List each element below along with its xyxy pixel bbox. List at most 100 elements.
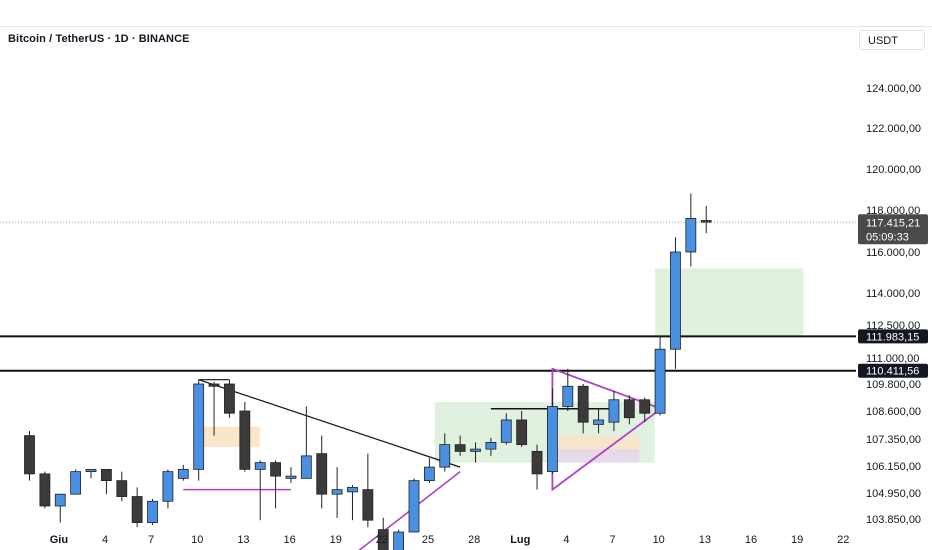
x-tick-label: 7 <box>148 534 154 546</box>
bear-candle <box>270 460 281 509</box>
candles-layer <box>24 193 712 550</box>
candle-body <box>639 399 651 414</box>
bull-candle <box>654 336 666 416</box>
bear-candle <box>531 444 543 490</box>
x-tick-label: 10 <box>191 534 203 546</box>
bull-candle <box>685 193 697 267</box>
y-axis: 103.850,00 104.950,00 106.150,00 107.350,00… <box>866 83 921 526</box>
candle-body <box>300 455 312 479</box>
y-tick-label: 112.500,00 <box>866 320 920 332</box>
candle-body <box>393 531 405 550</box>
x-axis: Giu 4 7 10 13 16 19 22 25 28 Lug 4 7 10 13 16 19 22 <box>50 534 850 546</box>
candle-body <box>454 444 466 452</box>
candle-body <box>254 462 266 470</box>
candle-body <box>347 486 358 493</box>
bull-candle <box>470 442 481 463</box>
bull-candle <box>347 485 358 521</box>
bear-candle <box>116 471 128 502</box>
bear-candle <box>239 402 251 472</box>
bull-candle <box>393 529 405 550</box>
bull-candle <box>408 478 420 533</box>
bull-candle <box>500 413 512 445</box>
candle-body <box>101 468 112 482</box>
bear-candle <box>516 411 528 447</box>
y-tick-label: 122.000,00 <box>866 123 921 135</box>
top-divider <box>0 26 932 27</box>
candle-body <box>39 473 51 507</box>
bull-candle <box>162 469 174 509</box>
bull-candle <box>70 469 82 495</box>
candle-body <box>423 466 435 482</box>
candle-body <box>362 489 374 521</box>
bull-candle <box>147 498 158 525</box>
bull-candle <box>485 437 497 456</box>
bear-candle <box>623 395 635 425</box>
level-price-tag <box>858 329 928 344</box>
bear-candle <box>208 381 220 436</box>
x-tick-label: 25 <box>422 534 434 546</box>
bull-candle <box>562 368 574 411</box>
bull-candle <box>547 388 558 474</box>
candle-body <box>531 450 543 475</box>
candle-body <box>224 383 235 414</box>
candle-body <box>700 220 712 223</box>
candle-body <box>208 383 220 387</box>
bear-candle <box>224 379 235 418</box>
y-tick-label: 107.350,00 <box>866 434 921 446</box>
x-tick-label: Lug <box>510 534 530 546</box>
x-tick-label: 22 <box>376 534 388 546</box>
bear-candle <box>639 397 651 423</box>
y-tick-label: 109.800,00 <box>866 379 921 391</box>
level-price-tag <box>858 363 928 378</box>
bear-candle <box>24 431 35 481</box>
candle-body <box>685 217 697 253</box>
bull-candle <box>593 408 604 434</box>
x-tick-label: 7 <box>609 534 615 546</box>
y-tick-label: 116.000,00 <box>866 247 920 259</box>
candle-body <box>608 399 620 423</box>
bull-candle <box>439 433 451 472</box>
bull-candle <box>85 468 97 479</box>
y-tick-label: 114.000,00 <box>866 288 920 300</box>
bull-candle <box>331 467 343 518</box>
bull-candle <box>254 460 266 521</box>
countdown-timer: 05:09:33 <box>866 231 909 243</box>
bear-candle <box>101 468 112 495</box>
chart-title: Bitcoin / TetherUS · 1D · BINANCE <box>8 33 190 45</box>
current-price-tag <box>858 214 928 245</box>
y-tick-label: 108.600,00 <box>866 406 921 418</box>
candle-body <box>316 453 328 495</box>
candle-body <box>577 385 589 423</box>
y-tick-label: 104.950,00 <box>866 488 921 500</box>
candle-body <box>24 435 35 475</box>
bull-candle <box>423 458 435 483</box>
bear-candle <box>377 517 389 550</box>
candle-body <box>331 489 343 495</box>
x-tick-label: 22 <box>837 534 849 546</box>
x-tick-label: 16 <box>745 534 757 546</box>
bull-candle <box>670 237 681 369</box>
bull-candle <box>54 493 66 523</box>
candle-body <box>147 500 158 523</box>
price-tags: 117.415,21 05:09:33 111.983,15 110.411,56 <box>0 214 928 378</box>
candle-body <box>408 480 420 533</box>
y-tick-label: 124.000,00 <box>866 83 921 95</box>
rising-support-line <box>358 470 461 550</box>
y-tick-label: 103.850,00 <box>866 514 921 526</box>
candle-body <box>131 496 143 523</box>
x-tick-label: 4 <box>102 534 108 546</box>
x-tick-label: Giu <box>50 534 68 546</box>
y-tick-label: 106.150,00 <box>866 461 921 473</box>
descending-trendline <box>198 379 461 468</box>
orange-zone <box>203 426 260 447</box>
bull-candle <box>285 467 297 483</box>
candle-body <box>500 419 512 443</box>
candle-body <box>193 383 205 470</box>
x-tick-label: 16 <box>283 534 295 546</box>
currency-unit-button[interactable]: USDT <box>859 30 925 50</box>
current-price-value: 117.415,21 <box>866 217 920 229</box>
candle-body <box>239 410 251 470</box>
level-price-value: 110.411,56 <box>866 366 919 378</box>
candle-body <box>116 480 128 497</box>
